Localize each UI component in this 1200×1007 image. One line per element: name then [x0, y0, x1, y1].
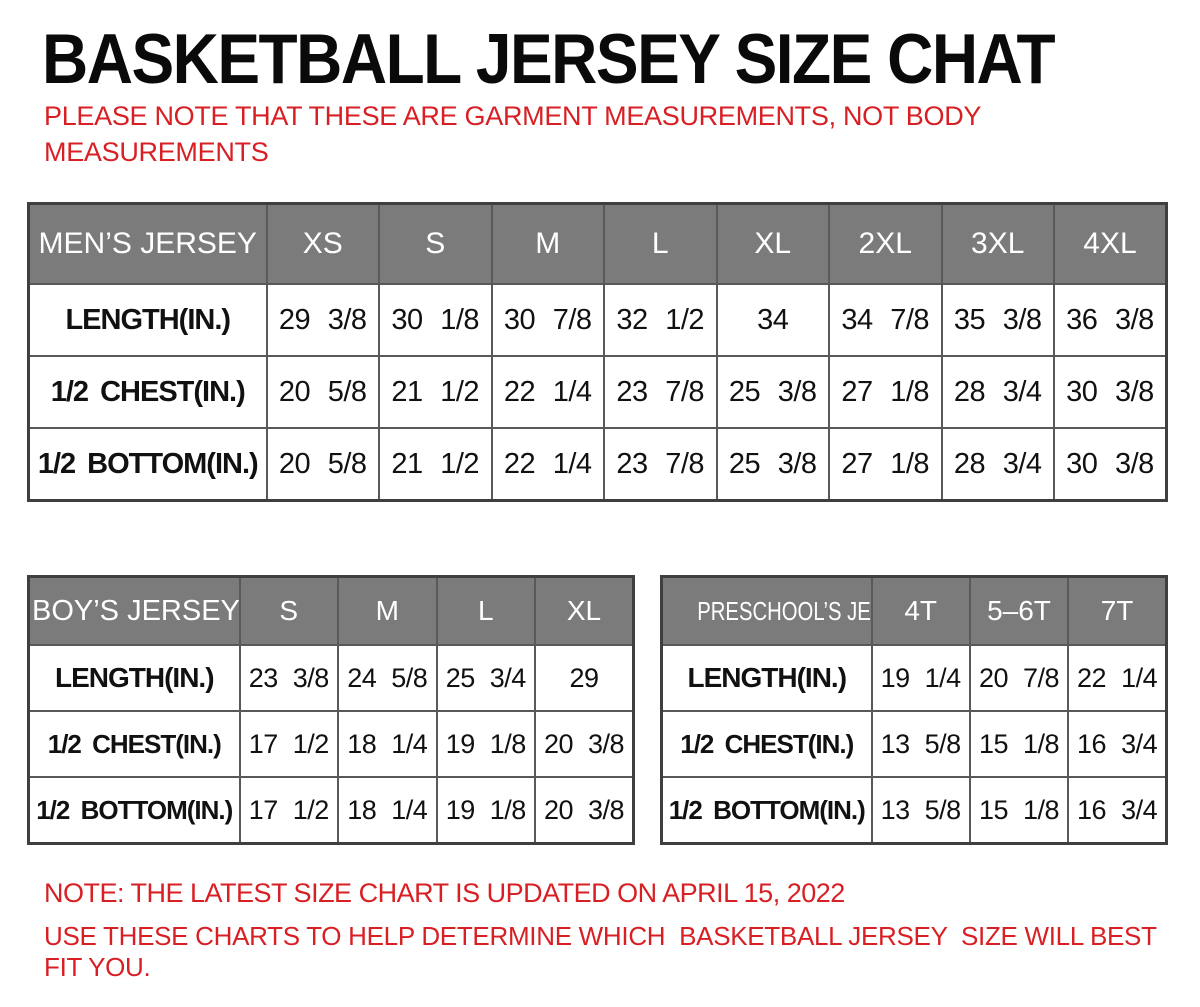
value-cell: 18 1/4 [337, 710, 438, 778]
value-cell: 27 1/8 [828, 355, 943, 429]
value-cell: 23 7/8 [603, 355, 718, 429]
preschool-bottom-row: 1/2 BOTTOM(IN.) 13 5/8 15 1/8 16 3/4 [660, 776, 1168, 845]
preschools-jersey-table: PRESCHOOL’S JERSEY 4T 5–6T 7T LENGTH(IN.… [660, 575, 1168, 845]
size-header: XL [715, 202, 830, 285]
mens-table-name: MEN’S JERSEY [27, 202, 268, 285]
value-cell: 16 3/4 [1067, 776, 1168, 845]
value-cell: 17 1/2 [238, 776, 339, 845]
size-header: S [378, 202, 493, 285]
value-cell: 18 1/4 [337, 776, 438, 845]
value-cell: 34 7/8 [828, 283, 943, 357]
row-label: 1/2 CHEST(IN.) [27, 355, 268, 429]
value-cell: 20 7/8 [968, 644, 1070, 712]
boys-length-row: LENGTH(IN.) 23 3/8 24 5/8 25 3/4 29 [27, 644, 635, 712]
size-header: M [490, 202, 605, 285]
value-cell: 21 1/2 [378, 355, 493, 429]
value-cell: 30 3/8 [1053, 355, 1168, 429]
value-cell: 17 1/2 [238, 710, 339, 778]
value-cell: 13 5/8 [870, 710, 971, 778]
value-cell: 30 3/8 [1053, 427, 1168, 502]
value-cell: 16 3/4 [1067, 710, 1168, 778]
size-header: 4T [870, 575, 971, 646]
value-cell: 28 3/4 [940, 427, 1055, 502]
value-cell: 13 5/8 [870, 776, 971, 845]
size-header: 4XL [1053, 202, 1168, 285]
value-cell: 20 3/8 [534, 710, 635, 778]
value-cell: 32 1/2 [603, 283, 718, 357]
size-header: 3XL [940, 202, 1055, 285]
mens-jersey-table: MEN’S JERSEY XS S M L XL 2XL 3XL 4XL LEN… [27, 202, 1168, 502]
value-cell: 24 5/8 [337, 644, 438, 712]
size-header: XS [265, 202, 380, 285]
size-header: M [337, 575, 438, 646]
row-label: 1/2 BOTTOM(IN.) [27, 776, 241, 845]
size-header: L [435, 575, 536, 646]
boys-table-name: BOY’S JERSEY [27, 575, 241, 646]
boys-chest-row: 1/2 CHEST(IN.) 17 1/2 18 1/4 19 1/8 20 3… [27, 710, 635, 778]
preschool-table-name: PRESCHOOL’S JERSEY [660, 575, 873, 646]
boys-jersey-table: BOY’S JERSEY S M L XL LENGTH(IN.) 23 3/8… [27, 575, 635, 845]
value-cell: 23 7/8 [603, 427, 718, 502]
mens-chest-row: 1/2 CHEST(IN.) 20 5/8 21 1/2 22 1/4 23 7… [27, 355, 1168, 429]
value-cell: 19 1/8 [435, 710, 536, 778]
row-label: 1/2 CHEST(IN.) [27, 710, 241, 778]
value-cell: 34 [715, 283, 830, 357]
row-label: 1/2 BOTTOM(IN.) [660, 776, 873, 845]
garment-measurements-note: PLEASE NOTE THAT THESE ARE GARMENT MEASU… [44, 99, 981, 171]
note-updated-date: NOTE: THE LATEST SIZE CHART IS UPDATED O… [44, 878, 845, 908]
value-cell: 23 3/8 [238, 644, 339, 712]
value-cell: 30 1/8 [378, 283, 493, 357]
boys-header-row: BOY’S JERSEY S M L XL [27, 575, 635, 646]
value-cell: 22 1/4 [490, 355, 605, 429]
preschool-length-row: LENGTH(IN.) 19 1/4 20 7/8 22 1/4 [660, 644, 1168, 712]
value-cell: 25 3/8 [715, 355, 830, 429]
value-cell: 25 3/4 [435, 644, 536, 712]
garment-note-line2: MEASUREMENTS [44, 136, 269, 167]
note-usage: USE THESE CHARTS TO HELP DETERMINE WHICH… [44, 921, 1164, 982]
value-cell: 30 7/8 [490, 283, 605, 357]
value-cell: 20 3/8 [534, 776, 635, 845]
value-cell: 22 1/4 [1067, 644, 1168, 712]
mens-bottom-row: 1/2 BOTTOM(IN.) 20 5/8 21 1/2 22 1/4 23 … [27, 427, 1168, 502]
value-cell: 21 1/2 [378, 427, 493, 502]
value-cell: 20 5/8 [265, 427, 380, 502]
page-title: BASKETBALL JERSEY SIZE CHAT [42, 19, 1056, 99]
value-cell: 19 1/8 [435, 776, 536, 845]
size-header: L [603, 202, 718, 285]
garment-note-line1: PLEASE NOTE THAT THESE ARE GARMENT MEASU… [44, 101, 982, 131]
value-cell: 22 1/4 [490, 427, 605, 502]
size-header: 7T [1067, 575, 1168, 646]
size-header: 2XL [828, 202, 943, 285]
mens-length-row: LENGTH(IN.) 29 3/8 30 1/8 30 7/8 32 1/2 … [27, 283, 1168, 357]
value-cell: 27 1/8 [828, 427, 943, 502]
preschool-header-row: PRESCHOOL’S JERSEY 4T 5–6T 7T [660, 575, 1168, 646]
size-header: 5–6T [968, 575, 1070, 646]
boys-bottom-row: 1/2 BOTTOM(IN.) 17 1/2 18 1/4 19 1/8 20 … [27, 776, 635, 845]
value-cell: 19 1/4 [870, 644, 971, 712]
row-label: 1/2 BOTTOM(IN.) [27, 427, 268, 502]
size-header: S [238, 575, 339, 646]
row-label: LENGTH(IN.) [27, 644, 241, 712]
size-header: XL [534, 575, 635, 646]
value-cell: 36 3/8 [1053, 283, 1168, 357]
value-cell: 25 3/8 [715, 427, 830, 502]
row-label: 1/2 CHEST(IN.) [660, 710, 873, 778]
mens-header-row: MEN’S JERSEY XS S M L XL 2XL 3XL 4XL [27, 202, 1168, 285]
value-cell: 20 5/8 [265, 355, 380, 429]
value-cell: 28 3/4 [940, 355, 1055, 429]
row-label: LENGTH(IN.) [660, 644, 873, 712]
preschool-chest-row: 1/2 CHEST(IN.) 13 5/8 15 1/8 16 3/4 [660, 710, 1168, 778]
value-cell: 29 3/8 [265, 283, 380, 357]
row-label: LENGTH(IN.) [27, 283, 268, 357]
preschool-table-name-text: PRESCHOOL’S JERSEY [697, 596, 871, 626]
value-cell: 35 3/8 [940, 283, 1055, 357]
value-cell: 15 1/8 [968, 710, 1070, 778]
value-cell: 29 [534, 644, 635, 712]
value-cell: 15 1/8 [968, 776, 1070, 845]
